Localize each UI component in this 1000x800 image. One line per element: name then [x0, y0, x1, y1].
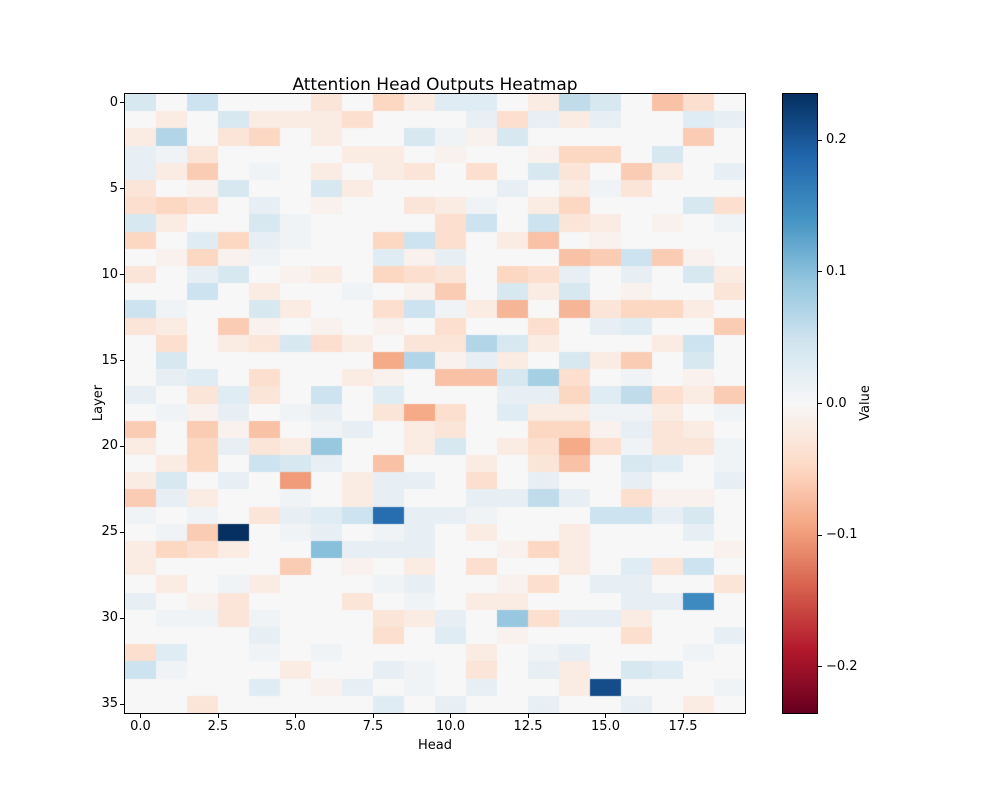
colorbar-tick-mark [818, 139, 822, 141]
colorbar [782, 93, 818, 714]
colorbar-gradient [783, 94, 817, 713]
x-tick-mark [140, 714, 141, 718]
x-tick-mark [450, 714, 451, 718]
colorbar-tick-label: 0.0 [826, 395, 847, 411]
y-tick-label: 5 [109, 180, 118, 196]
y-tick-mark [120, 531, 124, 533]
y-tick-label: 20 [101, 438, 118, 454]
y-tick-mark [120, 274, 124, 276]
x-tick-label: 7.5 [362, 719, 384, 734]
colorbar-label: Value [858, 385, 873, 421]
y-tick-label: 35 [101, 696, 118, 712]
chart-title: Attention Head Outputs Heatmap [292, 75, 578, 95]
y-tick-mark [120, 445, 124, 447]
y-tick-label: 25 [101, 524, 118, 540]
y-tick-label: 30 [101, 610, 118, 626]
y-tick-label: 15 [101, 352, 118, 368]
x-tick-label: 0.0 [130, 719, 151, 734]
x-tick-mark [372, 714, 374, 718]
x-tick-label: 17.5 [668, 719, 698, 734]
x-tick-label: 10.0 [436, 719, 465, 734]
y-tick-mark [120, 703, 124, 705]
x-tick-mark [295, 714, 296, 718]
y-tick-mark [120, 188, 124, 190]
colorbar-tick-mark [818, 271, 822, 273]
x-tick-mark [217, 714, 219, 718]
y-tick-label: 0 [109, 94, 118, 110]
colorbar-tick-label: −0.1 [826, 527, 858, 543]
y-tick-label: 10 [101, 266, 118, 282]
x-tick-label: 5.0 [285, 719, 306, 734]
x-axis-label: Head [418, 738, 452, 753]
colorbar-tick-label: 0.2 [826, 132, 847, 148]
y-tick-mark [120, 102, 124, 104]
colorbar-tick-mark [818, 666, 822, 668]
x-tick-mark [682, 714, 684, 718]
heatmap-image [125, 94, 745, 713]
colorbar-tick-label: 0.1 [826, 263, 847, 279]
colorbar-tick-mark [818, 403, 822, 404]
colorbar-tick-label: −0.2 [826, 658, 858, 674]
x-tick-label: 2.5 [207, 719, 229, 734]
heatmap-plot-area [124, 93, 746, 714]
y-axis-label: Layer [91, 384, 106, 422]
x-tick-label: 12.5 [513, 719, 543, 734]
x-tick-mark [527, 714, 529, 718]
y-tick-mark [120, 617, 124, 619]
y-tick-mark [120, 360, 124, 361]
x-tick-mark [605, 714, 606, 718]
colorbar-tick-mark [818, 534, 822, 536]
x-tick-label: 15.0 [591, 719, 620, 734]
